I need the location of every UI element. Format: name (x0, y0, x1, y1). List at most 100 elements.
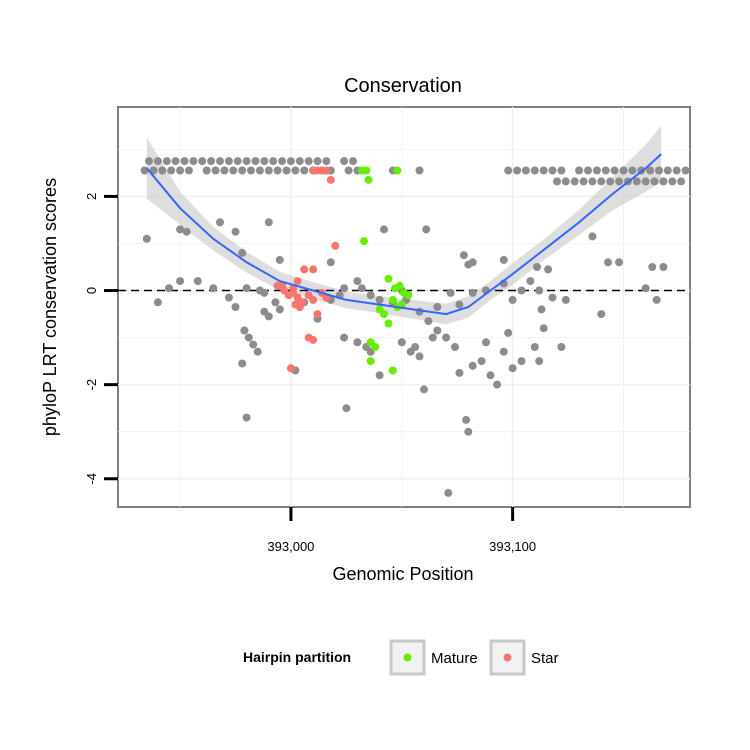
point-other (158, 166, 167, 175)
point-other (544, 265, 553, 274)
point-other (176, 225, 185, 234)
point-other (411, 343, 420, 351)
point-other (521, 166, 530, 175)
point-other (216, 157, 224, 166)
point-other (592, 166, 601, 175)
point-other (220, 166, 229, 175)
point-other (397, 338, 406, 347)
y-tick-label: 0 (84, 287, 99, 294)
point-other (189, 157, 198, 166)
point-other (375, 295, 384, 304)
point-other (211, 166, 220, 175)
point-other (561, 295, 570, 304)
point-other (597, 177, 606, 186)
point-star (286, 364, 295, 373)
point-other (238, 166, 247, 175)
point-other (615, 177, 624, 186)
y-tick-label: 2 (84, 193, 99, 200)
point-other (548, 293, 557, 302)
point-other (249, 340, 258, 349)
point-other (231, 227, 240, 236)
point-other (641, 284, 650, 293)
point-other (513, 166, 522, 175)
legend-marker-mature (403, 653, 412, 662)
point-other (295, 157, 304, 166)
point-other (340, 333, 349, 342)
point-other (530, 343, 539, 351)
point-other (517, 357, 526, 366)
point-other (597, 310, 606, 319)
point-mature (393, 166, 402, 175)
point-other (260, 307, 269, 316)
legend-key-star (489, 639, 526, 676)
point-other (255, 286, 264, 295)
point-other (681, 166, 690, 175)
point-other (184, 166, 193, 175)
point-other (530, 166, 539, 175)
point-mature (384, 319, 393, 328)
point-other (275, 255, 284, 264)
point-other (526, 277, 535, 286)
point-other (655, 166, 663, 175)
point-other (233, 157, 242, 166)
point-other (349, 157, 357, 166)
point-other (493, 380, 502, 389)
point-other (652, 295, 661, 304)
point-other (238, 248, 247, 257)
point-other (366, 291, 375, 300)
point-other (153, 157, 162, 166)
point-other (557, 343, 566, 351)
point-other (229, 166, 238, 175)
point-other (326, 258, 335, 267)
point-other (442, 333, 451, 342)
point-other (176, 277, 185, 286)
point-other (140, 166, 149, 175)
point-other (264, 218, 273, 227)
legend-label-mature: Mature (431, 650, 478, 667)
point-other (508, 295, 517, 304)
point-other (539, 324, 548, 333)
point-other (601, 166, 610, 175)
point-other (251, 157, 260, 166)
point-other (162, 157, 171, 166)
point-other (153, 298, 162, 307)
point-star (273, 281, 282, 290)
point-other (420, 385, 428, 394)
point-other (588, 177, 597, 186)
x-axis-label: Genomic Position (332, 564, 473, 584)
point-other (380, 225, 388, 234)
point-other (424, 317, 433, 326)
y-axis-label: phyloP LRT conservation scores (40, 178, 60, 436)
point-mature (364, 175, 373, 184)
point-other (588, 232, 597, 241)
point-other (176, 166, 185, 175)
point-other (468, 288, 477, 297)
point-other (468, 361, 477, 370)
y-tick-label: -4 (84, 473, 99, 485)
point-other (459, 251, 468, 260)
point-other (304, 157, 313, 166)
x-axis: 393,000 393,100 (267, 507, 536, 554)
point-star (309, 265, 318, 274)
point-other (255, 166, 264, 175)
point-other (300, 166, 309, 175)
point-star (313, 310, 322, 319)
point-other (242, 157, 251, 166)
point-other (238, 359, 247, 368)
point-other (668, 177, 677, 186)
point-other (282, 166, 291, 175)
point-star (322, 166, 331, 175)
point-other (499, 255, 508, 264)
point-other (240, 326, 249, 335)
point-other (167, 166, 176, 175)
x-tick-label: 393,000 (267, 539, 314, 554)
point-other (575, 166, 584, 175)
point-other (533, 263, 541, 271)
legend: Hairpin partition Mature Star (243, 639, 559, 676)
point-other (584, 166, 592, 175)
chart-title: Conservation (344, 75, 462, 97)
point-mature (404, 291, 413, 300)
point-other (486, 371, 495, 380)
point-other (216, 218, 224, 227)
point-other (606, 177, 615, 186)
